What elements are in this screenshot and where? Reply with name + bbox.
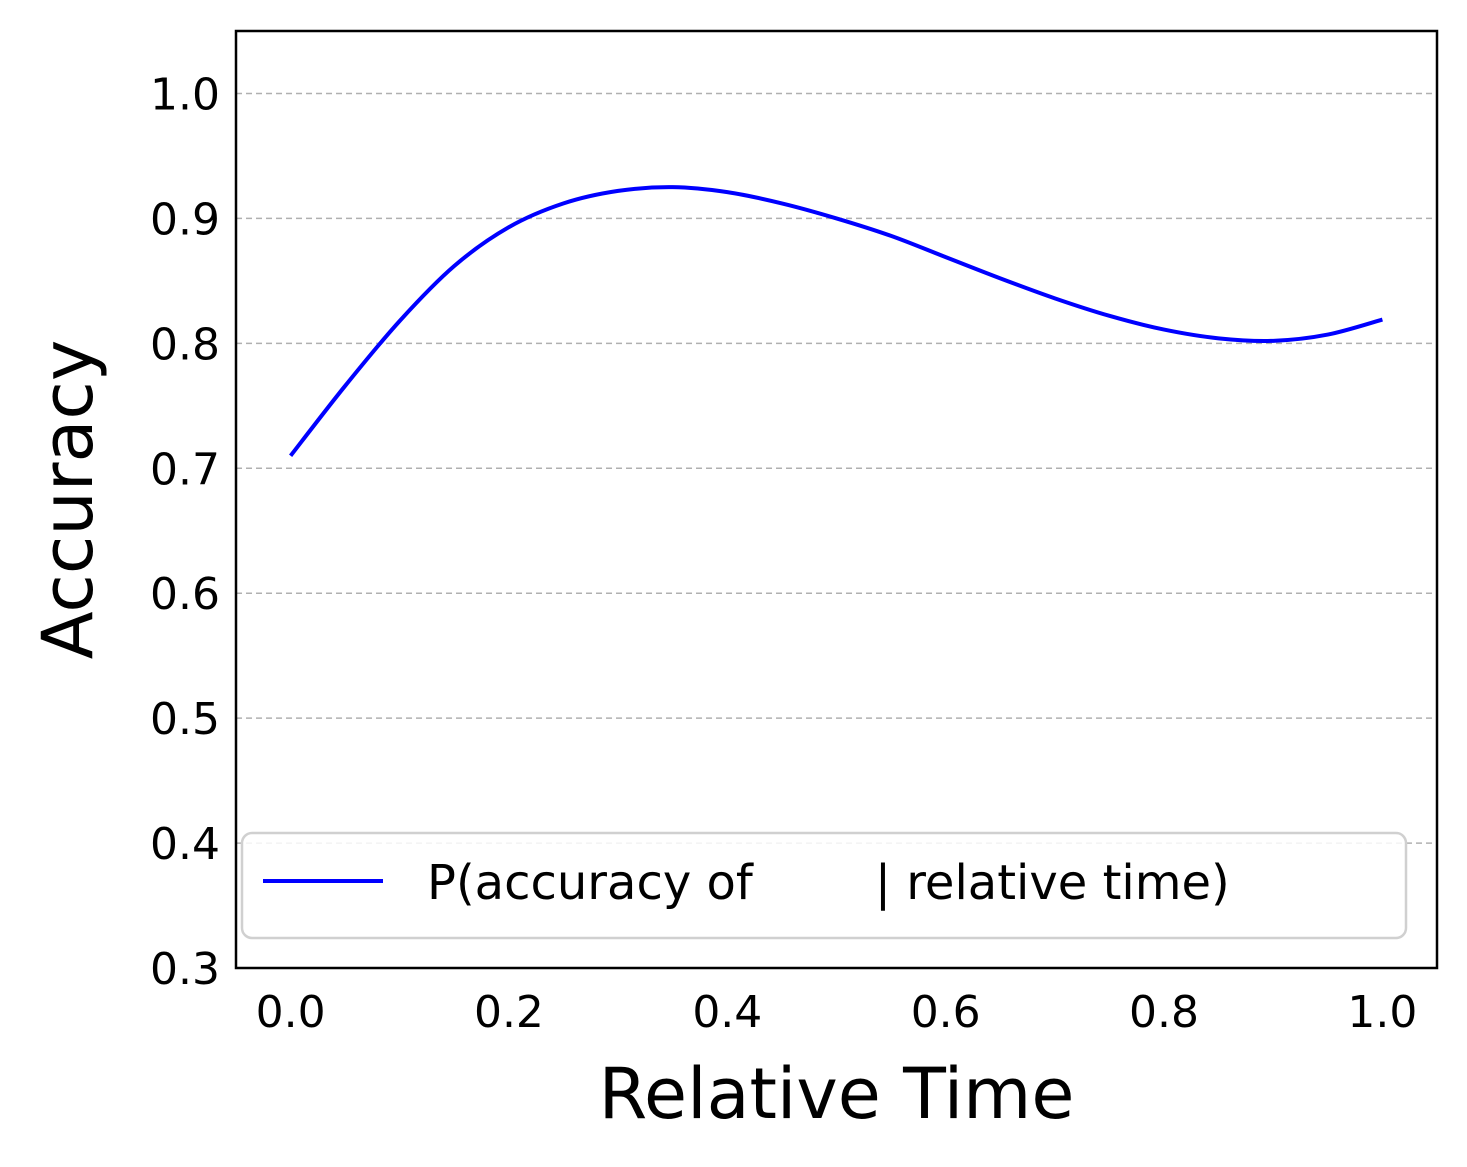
x-tick-label: 0.2 (474, 987, 544, 1038)
x-tick-label: 0.8 (1129, 987, 1199, 1038)
y-axis-title: Accuracy (27, 340, 109, 660)
y-tick-label: 0.7 (150, 444, 220, 495)
y-tick-label: 0.6 (150, 569, 220, 620)
x-axis-title: Relative Time (599, 1053, 1075, 1135)
x-tick-label: 0.4 (692, 987, 762, 1038)
y-tick-label: 1.0 (150, 69, 220, 120)
series-layer (289, 185, 1383, 458)
x-tick-label: 0.0 (256, 987, 326, 1038)
x-tick-label: 0.6 (911, 987, 981, 1038)
y-tick-label: 0.9 (150, 194, 220, 245)
y-tick-label: 0.3 (150, 944, 220, 995)
axis-ticks: 0.3 0.4 0.5 0.6 0.7 0.8 0.9 1.0 0.0 0.2 0.4 0.6 0.8 1… (150, 69, 1417, 1038)
legend-box (240, 831, 1408, 940)
y-tick-label: 0.8 (150, 319, 220, 370)
legend: P(accuracy of | relative time) (240, 831, 1408, 940)
x-tick-label: 1.0 (1347, 987, 1417, 1038)
legend-label: P(accuracy of | relative time) (427, 855, 1230, 911)
y-tick-label: 0.4 (150, 819, 220, 870)
plot-frame (234, 29, 1439, 970)
y-tick-label: 0.5 (150, 694, 220, 745)
series-line (289, 185, 1383, 458)
